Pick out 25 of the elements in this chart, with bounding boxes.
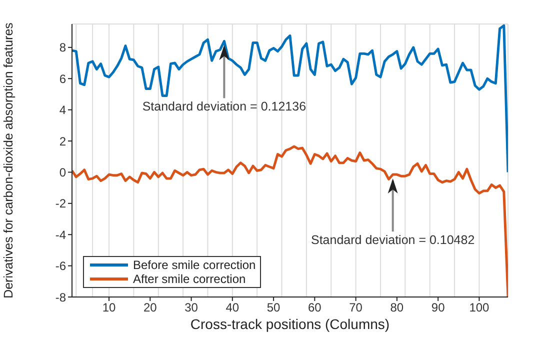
y-tick-label: 6 — [59, 72, 66, 86]
x-tick-label: 50 — [266, 300, 281, 315]
x-tick-label: 80 — [390, 300, 404, 315]
legend-label: Before smile correction — [133, 258, 256, 272]
y-tick-label: -8 — [55, 290, 66, 304]
y-tick-label: -2 — [55, 196, 66, 211]
x-tick-label: 20 — [143, 300, 158, 315]
x-tick-label: 30 — [184, 300, 198, 315]
y-tick-label: 4 — [59, 103, 66, 118]
x-axis-title: Cross-track positions (Columns) — [190, 316, 390, 332]
x-tick-label: 10 — [102, 300, 116, 315]
annotation: Standard deviation = 0.10482 — [310, 233, 475, 248]
x-tick-label: 90 — [431, 300, 446, 315]
y-tick-label: -6 — [55, 259, 66, 274]
x-tick-label: 60 — [308, 300, 322, 315]
y-tick-label: 0 — [59, 165, 66, 180]
legend-label: After smile correction — [133, 272, 246, 286]
annotation: Standard deviation = 0.12136 — [142, 100, 306, 114]
x-tick-label: 40 — [226, 300, 240, 315]
y-tick-label: -4 — [55, 228, 66, 242]
x-tick-label: 70 — [349, 300, 363, 315]
y-tick-label: 8 — [59, 40, 66, 55]
y-axis-title: Derivatives for carbon-dioxide absorption features — [1, 22, 16, 298]
x-tick-label: 100 — [469, 300, 490, 315]
y-tick-label: 2 — [59, 134, 66, 148]
